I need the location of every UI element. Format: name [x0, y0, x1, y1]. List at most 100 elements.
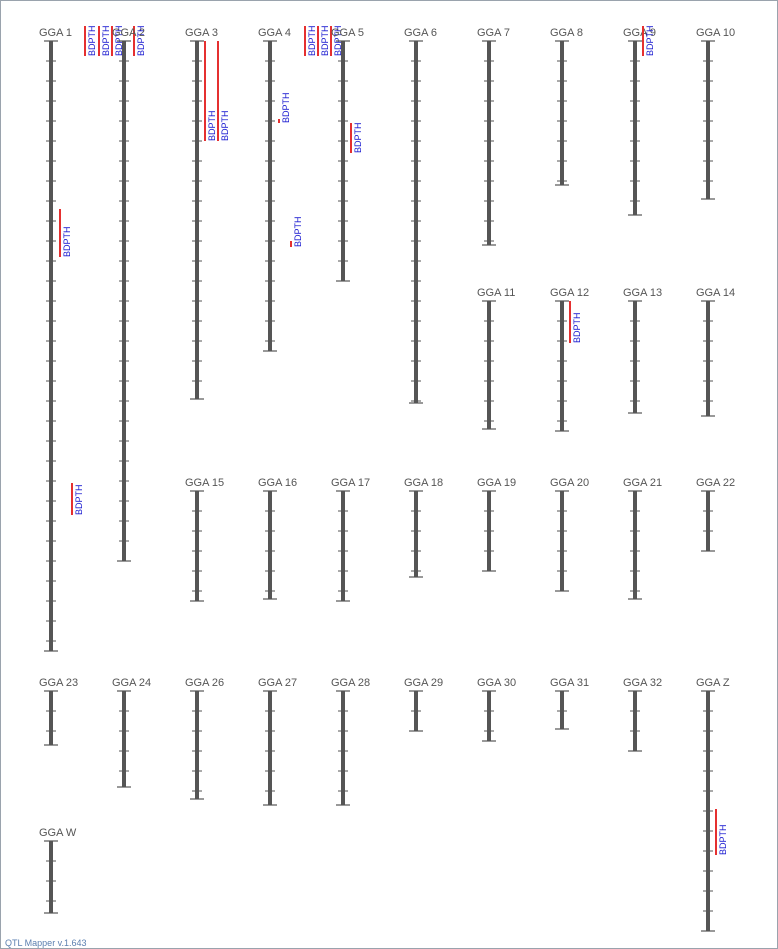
- chromosome-bar-gga-27: [268, 691, 272, 805]
- chromosome-gga-w[interactable]: GGA W: [39, 827, 77, 914]
- chromosome-bar-gga-10: [706, 41, 710, 199]
- chromosome-bar-gga-14: [706, 301, 710, 416]
- qtl-gga-3-1[interactable]: BDPTH: [204, 41, 217, 141]
- qtl-bar: [204, 41, 206, 141]
- chromosome-label-gga-3: GGA 3: [185, 27, 218, 39]
- qtl-bar: [59, 209, 61, 257]
- chromosome-gga-23[interactable]: GGA 23: [39, 677, 78, 746]
- chromosome-gga-22[interactable]: GGA 22: [696, 477, 735, 552]
- chromosome-gga-14[interactable]: GGA 14: [696, 287, 735, 417]
- qtl-gga-1-6[interactable]: BDPTH: [71, 483, 84, 515]
- chromosome-gga-10[interactable]: GGA 10: [696, 27, 735, 200]
- chromosome-bar-gga-20: [560, 491, 564, 591]
- qtl-gga-1-2[interactable]: BDPTH: [98, 25, 111, 56]
- qtl-label: BDPTH: [293, 216, 303, 247]
- chromosome-gga-12[interactable]: GGA 12 BDPTH: [550, 287, 589, 432]
- qtl-bar: [290, 241, 292, 247]
- qtl-gga-3-2[interactable]: BDPTH: [217, 41, 230, 141]
- qtl-gga-12-1[interactable]: BDPTH: [569, 301, 582, 343]
- chromosome-label-gga-8: GGA 8: [550, 27, 583, 39]
- chromosome-gga-30[interactable]: GGA 30: [477, 677, 516, 742]
- chromosome-label-gga-24: GGA 24: [112, 677, 151, 689]
- qtl-bar: [84, 26, 86, 56]
- qtl-bar: [278, 119, 280, 123]
- qtl-gga-5-1[interactable]: BDPTH: [350, 122, 363, 153]
- chromosome-bar-gga-12: [560, 301, 564, 431]
- chromosome-label-gga-4: GGA 4: [258, 27, 291, 39]
- chromosome-gga-16[interactable]: GGA 16: [258, 477, 297, 600]
- chromosome-gga-31[interactable]: GGA 31: [550, 677, 589, 730]
- chromosome-gga-24[interactable]: GGA 24: [112, 677, 151, 788]
- chromosome-gga-z[interactable]: GGA Z BDPTH: [696, 677, 730, 932]
- chromosome-gga-5[interactable]: GGA 5 BDPTH: [331, 27, 364, 282]
- chromosome-label-gga-20: GGA 20: [550, 477, 589, 489]
- qtl-label: BDPTH: [101, 25, 111, 56]
- chromosome-gga-27[interactable]: GGA 27: [258, 677, 297, 806]
- chromosome-label-gga-22: GGA 22: [696, 477, 735, 489]
- chromosome-bar-gga-26: [195, 691, 199, 799]
- qtl-label: BDPTH: [718, 824, 728, 855]
- chromosome-bar-gga-4: [268, 41, 272, 351]
- qtl-gga-4-2[interactable]: BDPTH: [317, 25, 330, 56]
- qtl-gga-4-1[interactable]: BDPTH: [304, 25, 317, 56]
- chromosome-gga-13[interactable]: GGA 13: [623, 287, 662, 414]
- chromosome-label-gga-5: GGA 5: [331, 27, 364, 39]
- chromosome-gga-6[interactable]: GGA 6: [404, 27, 437, 404]
- chromosome-label-gga-21: GGA 21: [623, 477, 662, 489]
- chromosome-bar-gga-32: [633, 691, 637, 751]
- chromosome-bar-gga-15: [195, 491, 199, 601]
- qtl-label: BDPTH: [74, 484, 84, 515]
- chromosome-gga-26[interactable]: GGA 26: [185, 677, 224, 800]
- qtl-gga-9-1[interactable]: BDPTH: [642, 25, 655, 56]
- qtl-label: BDPTH: [136, 25, 146, 56]
- chromosome-gga-19[interactable]: GGA 19: [477, 477, 516, 572]
- chromosome-gga-3[interactable]: GGA 3 BDPTH BDPTH: [185, 27, 230, 400]
- chromosome-gga-11[interactable]: GGA 11: [477, 287, 515, 430]
- chromosome-gga-18[interactable]: GGA 18: [404, 477, 443, 578]
- chromosome-label-gga-2: GGA 2: [112, 27, 145, 39]
- chromosome-gga-28[interactable]: GGA 28: [331, 677, 370, 806]
- chromosome-gga-17[interactable]: GGA 17: [331, 477, 370, 602]
- qtl-bar: [133, 26, 135, 56]
- chromosome-bar-gga-18: [414, 491, 418, 577]
- chromosome-gga-20[interactable]: GGA 20: [550, 477, 589, 592]
- chromosome-gga-7[interactable]: GGA 7: [477, 27, 510, 246]
- qtl-gga-1-1[interactable]: BDPTH: [84, 25, 97, 56]
- qtl-bar: [642, 26, 644, 56]
- chromosome-gga-29[interactable]: GGA 29: [404, 677, 443, 732]
- chromosome-label-gga-26: GGA 26: [185, 677, 224, 689]
- chromosome-bar-gga-24: [122, 691, 126, 787]
- chromosome-gga-8[interactable]: GGA 8: [550, 27, 583, 186]
- chromosome-bar-gga-8: [560, 41, 564, 185]
- qtl-gga-1-5[interactable]: BDPTH: [59, 209, 72, 257]
- qtl-gga-1-4[interactable]: BDPTH: [133, 25, 146, 56]
- qtl-gga-4-4[interactable]: BDPTH: [278, 92, 291, 123]
- chromosome-gga-2[interactable]: GGA 2: [112, 27, 145, 562]
- chromosome-bar-gga-11: [487, 301, 491, 429]
- chromosome-bar-gga-13: [633, 301, 637, 413]
- chromosome-label-gga-6: GGA 6: [404, 27, 437, 39]
- chromosome-bar-gga-3: [195, 41, 199, 399]
- qtl-bar: [111, 26, 113, 56]
- chromosome-label-gga-w: GGA W: [39, 827, 77, 839]
- chromosome-label-gga-29: GGA 29: [404, 677, 443, 689]
- qtl-bar: [715, 809, 717, 855]
- chromosome-gga-21[interactable]: GGA 21: [623, 477, 662, 600]
- qtl-gga-z-1[interactable]: BDPTH: [715, 809, 728, 855]
- chromosome-label-gga-18: GGA 18: [404, 477, 443, 489]
- chromosome-bar-gga-1: [49, 41, 53, 651]
- qtl-bar: [350, 123, 352, 153]
- qtl-gga-4-5[interactable]: BDPTH: [290, 216, 303, 247]
- chromosome-gga-32[interactable]: GGA 32: [623, 677, 662, 752]
- qtl-label: BDPTH: [281, 92, 291, 123]
- chromosome-bar-gga-23: [49, 691, 53, 745]
- chromosome-label-gga-23: GGA 23: [39, 677, 78, 689]
- chromosome-gga-15[interactable]: GGA 15: [185, 477, 224, 602]
- qtl-label: BDPTH: [353, 122, 363, 153]
- chromosome-bar-gga-22: [706, 491, 710, 551]
- qtl-label: BDPTH: [645, 25, 655, 56]
